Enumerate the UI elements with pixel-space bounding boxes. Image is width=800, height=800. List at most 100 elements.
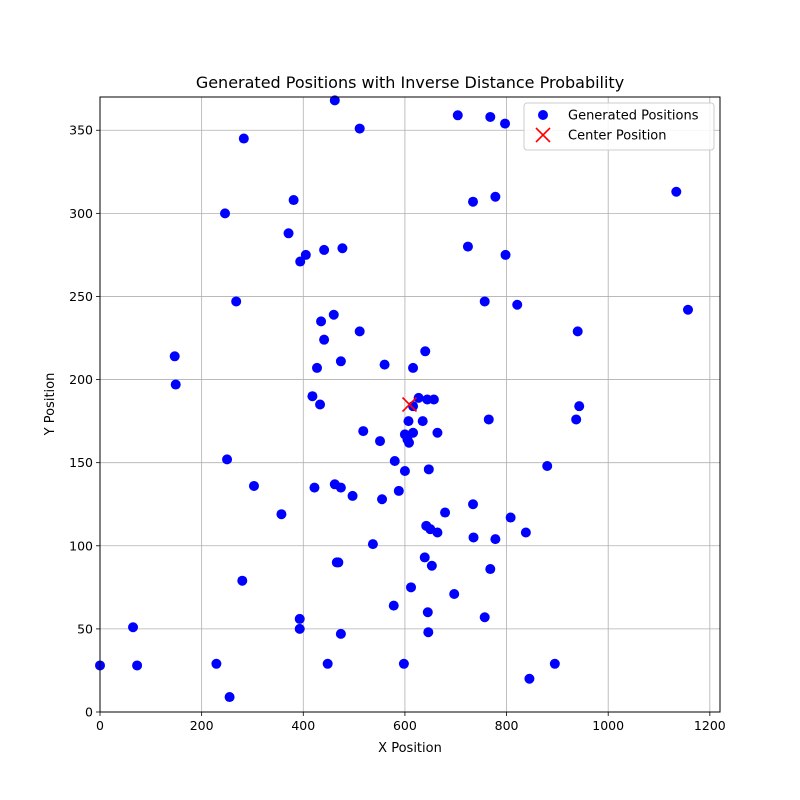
data-point [449, 588, 460, 599]
y-tick-label: 300 [69, 206, 93, 221]
data-point [479, 612, 490, 623]
data-point [319, 334, 330, 345]
data-point [288, 195, 299, 206]
legend-marker-circle [538, 110, 548, 120]
center-marker [401, 396, 418, 413]
data-point [358, 426, 369, 437]
legend-box [523, 102, 715, 151]
data-point [408, 362, 419, 373]
data-point [335, 628, 346, 639]
data-point [426, 560, 437, 571]
y-tick-label: 200 [69, 372, 93, 387]
data-point [403, 437, 414, 448]
data-point [315, 399, 326, 410]
data-point [571, 414, 582, 425]
data-point [417, 416, 428, 427]
data-point [423, 627, 434, 638]
data-point [211, 658, 222, 669]
data-point [231, 296, 242, 307]
data-point [170, 379, 181, 390]
data-point [248, 480, 259, 491]
y-tick-label: 250 [69, 289, 93, 304]
data-point [309, 482, 320, 493]
data-point [432, 527, 443, 538]
data-point [294, 623, 305, 634]
data-point [682, 304, 693, 315]
legend-label: Generated Positions [568, 109, 699, 124]
data-point [422, 607, 433, 618]
data-point [572, 326, 583, 337]
y-tick-label: 150 [69, 455, 93, 470]
data-point [377, 494, 388, 505]
data-point [222, 454, 233, 465]
data-point [335, 482, 346, 493]
data-point [452, 110, 463, 121]
x-tick-label: 600 [393, 718, 417, 733]
data-point [329, 95, 340, 106]
data-point [468, 532, 479, 543]
data-point [542, 461, 553, 471]
data-point [347, 490, 358, 501]
data-point [500, 118, 511, 129]
data-point [408, 401, 419, 412]
data-point [328, 309, 339, 320]
data-point [307, 391, 318, 402]
data-point [408, 427, 419, 438]
data-point [468, 499, 479, 510]
data-point [300, 249, 311, 260]
legend: Generated Positions Center Position [523, 102, 715, 151]
y-tick-label: 100 [69, 538, 93, 553]
y-tick-label: 350 [69, 123, 93, 138]
data-point [220, 208, 231, 219]
axis-ticks: 0 200 400 600 800 1000 1200 0 50 100 150 200 250 300 3… [69, 123, 726, 733]
x-marker-stroke [401, 396, 418, 413]
plot-frame [99, 96, 721, 713]
data-point [399, 465, 410, 476]
data-point [428, 394, 439, 405]
data-point [237, 575, 248, 586]
data-point [335, 356, 346, 367]
data-point [367, 539, 378, 550]
y-tick-label: 50 [77, 621, 93, 636]
data-point [316, 316, 327, 327]
data-point [238, 133, 249, 144]
data-point [322, 658, 333, 669]
x-tick-label: 400 [291, 718, 315, 733]
data-points [95, 95, 693, 703]
data-point [671, 186, 682, 197]
data-point [483, 414, 494, 425]
data-point [294, 613, 305, 624]
data-point [432, 427, 443, 438]
data-point [393, 485, 404, 496]
data-point [490, 191, 501, 202]
data-point [333, 557, 344, 568]
x-tick-label: 1000 [592, 718, 624, 733]
data-point [354, 326, 365, 337]
chart-title: Generated Positions with Inverse Distanc… [196, 73, 624, 92]
data-point [524, 673, 535, 684]
data-point [283, 228, 294, 239]
data-point [312, 362, 322, 373]
data-point [337, 243, 348, 254]
data-point [354, 123, 365, 134]
data-point [132, 660, 143, 671]
x-tick-label: 0 [96, 718, 104, 733]
x-marker-stroke [535, 127, 551, 143]
data-point [128, 622, 139, 633]
data-point [169, 351, 180, 362]
data-point [500, 249, 511, 260]
data-point [319, 244, 330, 255]
x-tick-label: 1200 [694, 718, 726, 733]
x-axis-label: X Position [378, 741, 442, 756]
legend-label: Center Position [568, 129, 667, 144]
data-point [413, 392, 424, 403]
data-point [485, 564, 496, 575]
data-point [419, 552, 430, 563]
data-point [388, 600, 399, 611]
data-point [224, 692, 235, 703]
data-point [440, 507, 451, 518]
data-point [479, 296, 490, 307]
data-point [423, 464, 434, 475]
data-point [403, 416, 414, 427]
